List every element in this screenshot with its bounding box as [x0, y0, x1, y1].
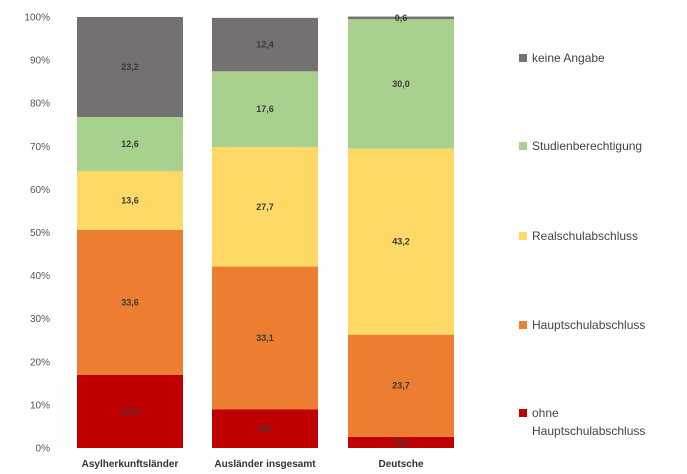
- x-category-label: Ausländer insgesamt: [214, 459, 316, 470]
- data-label: 2,6: [395, 437, 408, 447]
- data-label: 33,1: [256, 333, 274, 343]
- bar-group-auslaender-insgesamt: 9,0 33,1 27,7 17,6 12,4: [212, 17, 318, 448]
- data-label: 30,0: [392, 79, 410, 89]
- y-tick-label: 70%: [30, 142, 50, 153]
- bar-segment-keine-angabe: [77, 17, 183, 117]
- y-tick-label: 90%: [30, 56, 50, 67]
- legend-label: Studienberechtigung: [532, 139, 642, 153]
- legend-label: ohne: [532, 406, 559, 420]
- bar-segment-keine-angabe: [212, 17, 318, 72]
- bar-segment-studienberechtigung: [212, 71, 318, 148]
- bar-group-deutsche: 2,6 23,7 43,2 30,0 0,6: [348, 13, 454, 448]
- legend-item-ohne-hauptschulabschluss: ohne Hauptschulabschluss: [519, 406, 645, 438]
- y-tick-label: 50%: [30, 228, 50, 239]
- y-tick-label: 80%: [30, 99, 50, 110]
- bar-segment-keine-angabe: [348, 16, 454, 20]
- bars: 17,0 33,6 13,6 12,6 23,2 9,0 33,1 27,7 17,6 12,4 2…: [77, 13, 454, 448]
- data-label: 13,6: [121, 196, 139, 206]
- data-label: 23,2: [121, 62, 139, 72]
- bar-group-asylherkunftslaender: 17,0 33,6 13,6 12,6 23,2: [77, 17, 183, 448]
- legend-label: keine Angabe: [532, 51, 605, 65]
- data-label: 0,6: [395, 13, 408, 23]
- bar-segment-ohne-hauptschulabschluss: [212, 409, 318, 448]
- data-label: 27,7: [256, 202, 274, 212]
- data-label: 12,4: [256, 40, 274, 50]
- legend-item-studienberechtigung: Studienberechtigung: [519, 139, 642, 153]
- data-label: 23,7: [392, 381, 410, 391]
- legend-label: Hauptschulabschluss: [532, 318, 645, 332]
- legend-item-realschulabschluss: Realschulabschluss: [519, 229, 638, 243]
- legend-swatch: [519, 321, 527, 329]
- data-label: 9,0: [259, 424, 272, 434]
- data-label: 12,6: [121, 139, 139, 149]
- bar-segment-studienberechtigung: [348, 19, 454, 149]
- legend-swatch: [519, 409, 527, 417]
- bar-segment-studienberechtigung: [77, 116, 183, 172]
- y-axis: 0% 10% 20% 30% 40% 50% 60% 70% 80% 90% 100%: [24, 13, 50, 455]
- x-category-label: Asylherkunftsländer: [82, 459, 179, 470]
- bar-segment-hauptschulabschluss: [212, 266, 318, 410]
- bar-segment-realschulabschluss: [77, 171, 183, 230]
- data-label: 17,6: [256, 104, 274, 114]
- x-category-label: Deutsche: [378, 459, 423, 470]
- legend-swatch: [519, 54, 527, 62]
- bar-segment-hauptschulabschluss: [77, 229, 183, 375]
- y-tick-label: 20%: [30, 357, 50, 368]
- y-tick-label: 30%: [30, 314, 50, 325]
- x-axis: Asylherkunftsländer Ausländer insgesamt De…: [82, 459, 424, 470]
- y-tick-label: 100%: [24, 13, 50, 24]
- bar-segment-ohne-hauptschulabschluss: [77, 374, 183, 448]
- y-tick-label: 60%: [30, 185, 50, 196]
- y-tick-label: 10%: [30, 400, 50, 411]
- legend-item-keine-angabe: keine Angabe: [519, 51, 605, 65]
- data-label: 33,6: [121, 297, 139, 307]
- y-tick-label: 40%: [30, 271, 50, 282]
- legend-label: Hauptschulabschluss: [532, 424, 645, 438]
- y-tick-label: 0%: [36, 444, 51, 455]
- bar-segment-realschulabschluss: [348, 148, 454, 335]
- data-label: 43,2: [392, 237, 410, 247]
- data-label: 17,0: [121, 406, 139, 416]
- legend-swatch: [519, 232, 527, 240]
- bar-segment-ohne-hauptschulabschluss: [348, 436, 454, 448]
- legend-item-hauptschulabschluss: Hauptschulabschluss: [519, 318, 645, 332]
- bar-segment-realschulabschluss: [212, 147, 318, 267]
- legend-swatch: [519, 142, 527, 150]
- bar-segment-hauptschulabschluss: [348, 334, 454, 437]
- legend: keine Angabe Studienberechtigung Realschul…: [519, 51, 645, 438]
- legend-label: Realschulabschluss: [532, 229, 638, 243]
